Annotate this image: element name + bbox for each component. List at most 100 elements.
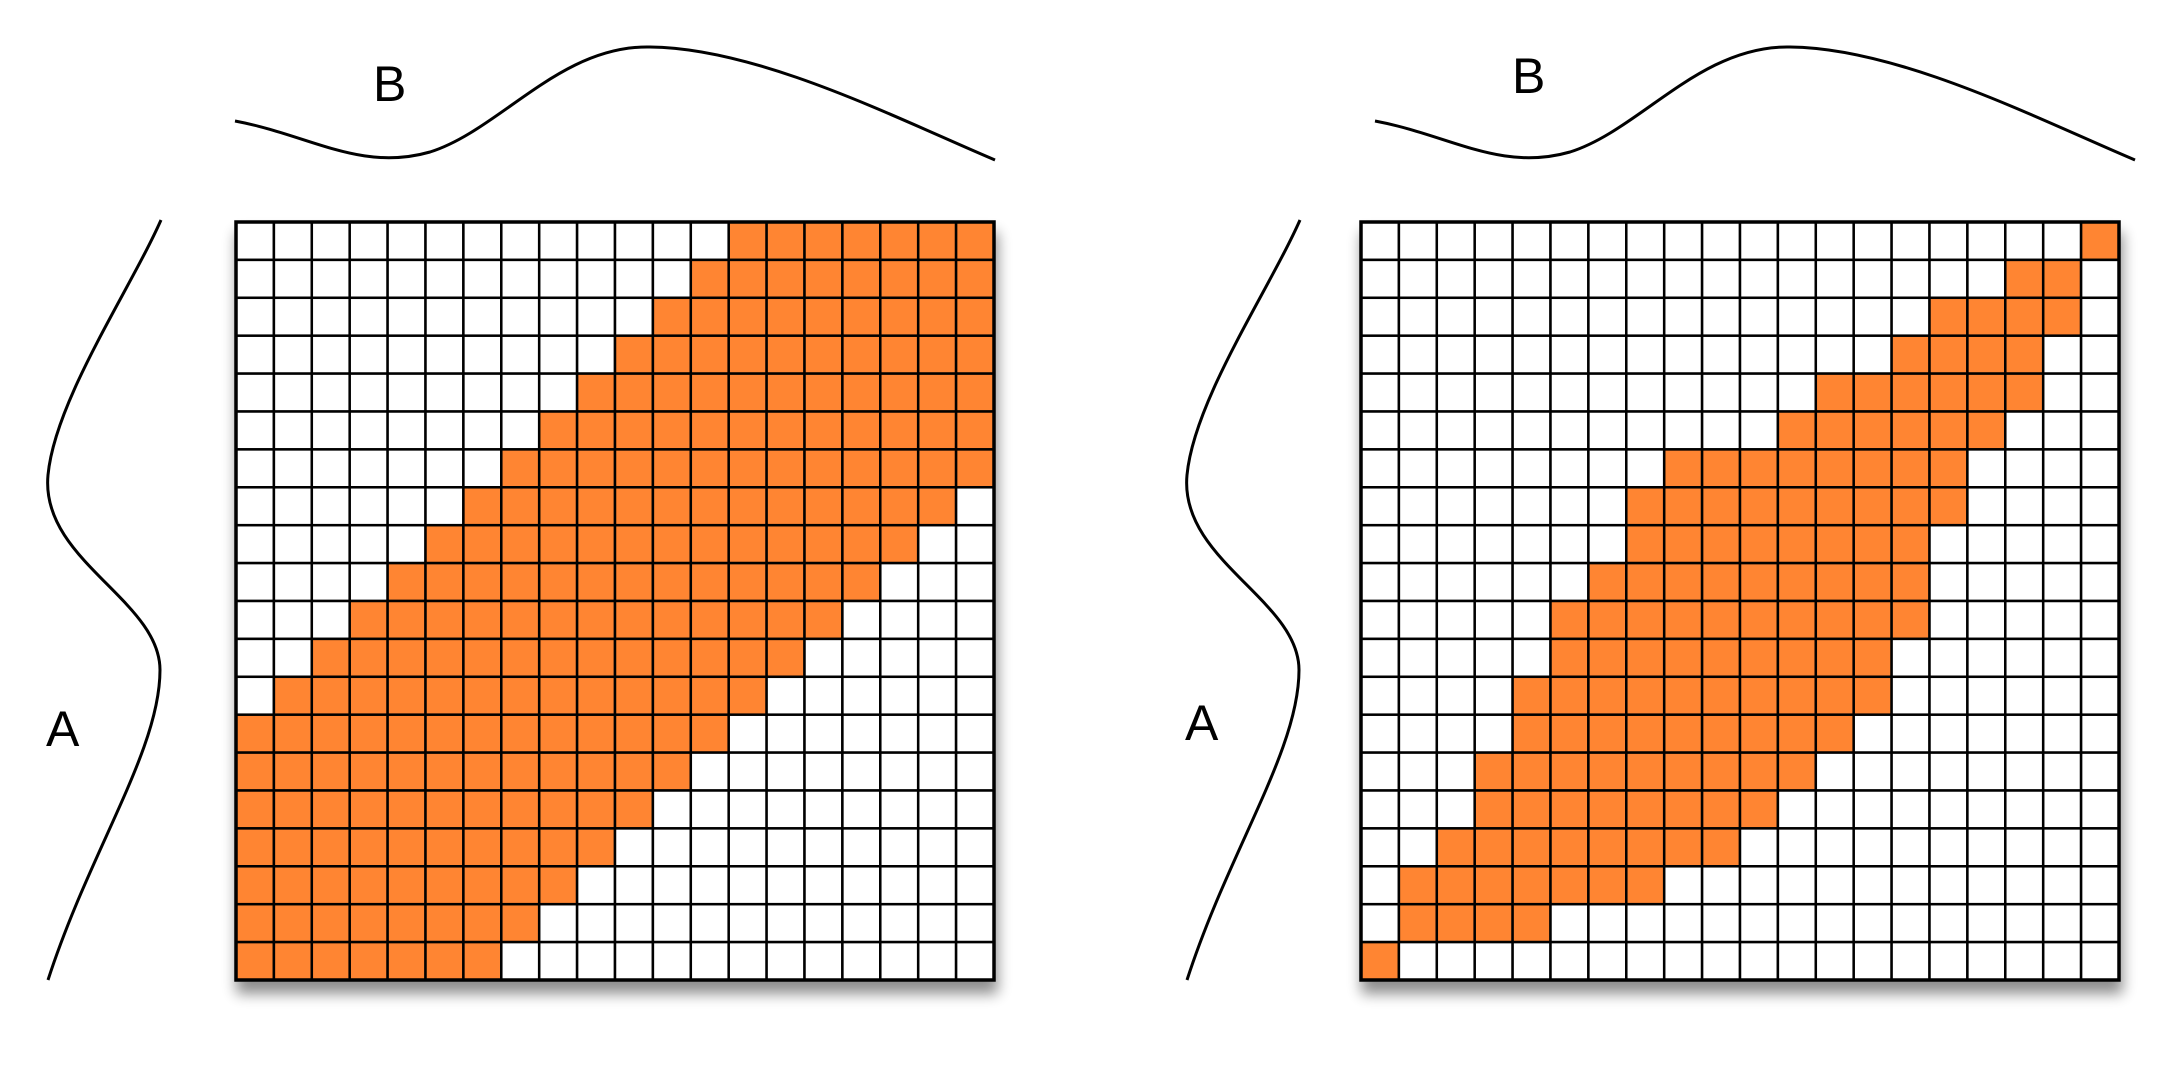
grid-cell-filled	[916, 220, 958, 262]
grid-cell-empty	[348, 448, 389, 489]
grid-cell-empty	[1738, 940, 1780, 982]
grid-cell-filled	[2004, 334, 2045, 375]
grid-cell-empty	[1473, 637, 1514, 679]
grid-cell-empty	[1359, 334, 1401, 375]
grid-cell-filled	[1852, 372, 1893, 413]
grid-cell-empty	[537, 220, 579, 262]
grid-cell-empty	[651, 789, 693, 830]
grid-cell-empty	[1852, 789, 1893, 830]
grid-cell-filled	[689, 599, 730, 641]
grid-cell-empty	[1587, 372, 1628, 413]
grid-cell-empty	[1511, 523, 1552, 565]
grid-cell-filled	[462, 789, 503, 830]
grid-cell-filled	[310, 789, 351, 830]
grid-cell-filled	[537, 827, 579, 868]
grid-cell-empty	[1890, 865, 1931, 906]
grid-cell-filled	[537, 523, 579, 565]
grid-cell-empty	[1928, 789, 1969, 830]
grid-cell-filled	[651, 713, 693, 754]
grid-cell-empty	[2004, 637, 2045, 679]
grid-cell-filled	[1814, 713, 1855, 754]
grid-cell-empty	[1473, 486, 1514, 527]
grid-cell-empty	[1890, 637, 1931, 679]
grid-cell-filled	[879, 334, 920, 375]
grid-cell-filled	[575, 599, 617, 641]
grid-cell-empty	[424, 448, 465, 489]
grid-cell-filled	[689, 486, 730, 527]
grid-cell-empty	[1511, 486, 1552, 527]
grid-cell-filled	[1435, 902, 1476, 944]
grid-cell-empty	[954, 599, 996, 641]
grid-cell-empty	[1700, 940, 1742, 982]
grid-cell-filled	[1625, 789, 1666, 830]
grid-cell-empty	[727, 713, 768, 754]
grid-cell-filled	[537, 561, 579, 603]
grid-cell-empty	[2004, 220, 2045, 262]
grid-cell-filled	[651, 410, 693, 451]
grid-cell-empty	[1473, 410, 1514, 451]
grid-cell-empty	[1662, 410, 1704, 451]
grid-cell-filled	[575, 486, 617, 527]
grid-cell-empty	[1625, 334, 1666, 375]
grid-cell-filled	[916, 372, 958, 413]
grid-cell-empty	[1966, 789, 2007, 830]
grid-cell-filled	[1852, 599, 1893, 641]
grid-cell-empty	[1776, 865, 1818, 906]
grid-cell-filled	[386, 713, 427, 754]
grid-cell-filled	[613, 486, 655, 527]
grid-cell-empty	[234, 523, 276, 565]
grid-cell-empty	[1473, 334, 1514, 375]
grid-cell-empty	[803, 751, 844, 792]
grid-cell-empty	[575, 940, 617, 982]
grid-cell-empty	[954, 637, 996, 679]
grid-cell-empty	[1435, 486, 1476, 527]
grid-cell-empty	[1662, 334, 1704, 375]
grid-cell-empty	[1966, 827, 2007, 868]
grid-cell-empty	[841, 789, 882, 830]
grid-cell-empty	[234, 220, 276, 262]
grid-cell-empty	[841, 940, 882, 982]
grid-cell-empty	[1549, 486, 1590, 527]
grid-cell-filled	[424, 751, 465, 792]
grid-cell-empty	[2004, 789, 2045, 830]
grid-cell-filled	[651, 599, 693, 641]
grid-cell-empty	[1397, 334, 1439, 375]
grid-cell-filled	[1511, 789, 1552, 830]
grid-cell-empty	[1397, 827, 1439, 868]
grid-cell-filled	[424, 940, 465, 982]
grid-cell-empty	[462, 372, 503, 413]
grid-cell-filled	[537, 789, 579, 830]
grid-cell-empty	[234, 561, 276, 603]
grid-cell-filled	[348, 713, 389, 754]
grid-cell-empty	[1852, 258, 1893, 300]
grid-cell-filled	[879, 372, 920, 413]
grid-cell-empty	[272, 448, 314, 489]
grid-cell-empty	[1966, 599, 2007, 641]
grid-cell-empty	[1776, 372, 1818, 413]
grid-cell-empty	[537, 258, 579, 300]
grid-cell-empty	[1473, 220, 1514, 262]
grid-cell-filled	[1587, 599, 1628, 641]
grid-cell-empty	[537, 372, 579, 413]
grid-cell-filled	[1473, 751, 1514, 792]
grid-cell-filled	[1662, 486, 1704, 527]
grid-cell-filled	[575, 789, 617, 830]
grid-cell-empty	[1435, 258, 1476, 300]
grid-cell-filled	[1473, 789, 1514, 830]
grid-cell-filled	[651, 296, 693, 337]
grid-cell-empty	[1928, 258, 1969, 300]
grid-cell-empty	[2079, 523, 2121, 565]
grid-cell-empty	[1549, 372, 1590, 413]
grid-cell-filled	[1776, 675, 1818, 716]
grid-cell-empty	[727, 751, 768, 792]
grid-cell-empty	[1473, 599, 1514, 641]
grid-cell-empty	[1738, 220, 1780, 262]
grid-cell-filled	[1662, 751, 1704, 792]
grid-cell-empty	[689, 220, 730, 262]
grid-cell-empty	[1890, 713, 1931, 754]
panel-left: B A	[46, 45, 996, 982]
grid-cell-empty	[613, 258, 655, 300]
grid-cell-empty	[272, 561, 314, 603]
grid-cell-empty	[462, 296, 503, 337]
grid-cell-filled	[1890, 372, 1931, 413]
